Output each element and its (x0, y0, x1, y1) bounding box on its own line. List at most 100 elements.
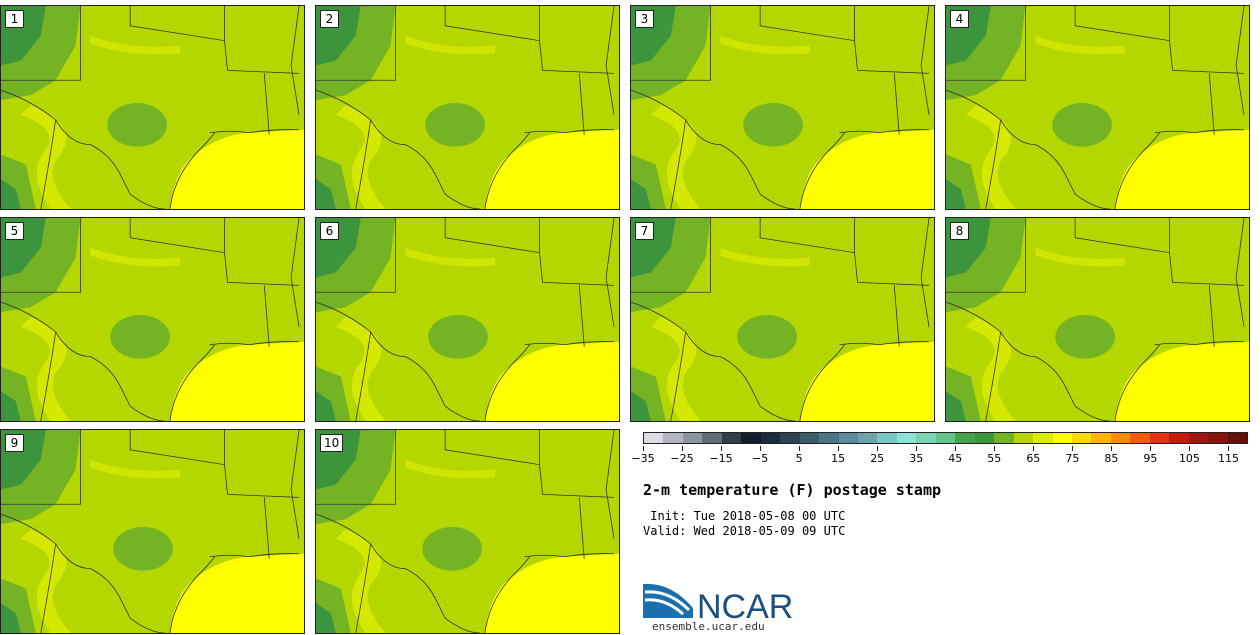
colorbar-segment (721, 433, 742, 443)
colorbar-segment (799, 433, 820, 443)
temperature-colorbar (643, 432, 1248, 444)
colorbar-segment (1208, 433, 1228, 443)
stamp-panel-3: 3 (630, 5, 935, 210)
colorbar-segment (896, 433, 917, 443)
colorbar-segment (838, 433, 858, 443)
colorbar-tick (721, 446, 723, 451)
panel-number: 6 (320, 222, 339, 240)
stamp-panel-7: 7 (630, 217, 935, 422)
colorbar-tick (955, 446, 957, 451)
colorbar-tick-label: −35 (631, 452, 655, 465)
colorbar-tick-label: 95 (1143, 452, 1158, 465)
panel-number: 8 (950, 222, 969, 240)
colorbar-tick (877, 446, 879, 451)
colorbar-tick (838, 446, 840, 451)
colorbar-segment (1091, 433, 1111, 443)
colorbar-segment (644, 433, 664, 443)
temperature-map (1, 430, 304, 633)
panel-number: 4 (950, 10, 969, 28)
colorbar-tick (1072, 446, 1074, 451)
website-text: ensemble.ucar.edu (652, 620, 765, 633)
colorbar-tick-label: 45 (948, 452, 963, 465)
init-time: Init: Tue 2018-05-08 00 UTC (643, 509, 846, 523)
colorbar-tick-label: 5 (795, 452, 803, 465)
colorbar-segment (1052, 433, 1072, 443)
temperature-map (1, 6, 304, 209)
colorbar-tick-label: −15 (709, 452, 733, 465)
panel-number: 5 (5, 222, 24, 240)
colorbar-tick-label: −5 (751, 452, 769, 465)
colorbar-tick-label: 85 (1104, 452, 1119, 465)
stamp-panel-9: 9 (0, 429, 305, 634)
temperature-map (946, 218, 1249, 421)
panel-number: 1 (5, 10, 24, 28)
panel-number: 7 (635, 222, 654, 240)
colorbar-segment (955, 433, 975, 443)
stamp-panel-6: 6 (315, 217, 620, 422)
logo-text: NCAR (697, 588, 793, 622)
colorbar-tick (1189, 446, 1191, 451)
colorbar-tick (799, 446, 801, 451)
colorbar-segment (702, 433, 722, 443)
stamp-panel-1: 1 (0, 5, 305, 210)
colorbar-tick-label: 115 (1217, 452, 1239, 465)
temperature-map (631, 6, 934, 209)
colorbar-tick-label: 25 (870, 452, 885, 465)
colorbar-tick (682, 446, 684, 451)
temperature-map (316, 6, 619, 209)
temperature-map (631, 218, 934, 421)
temperature-map (946, 6, 1249, 209)
colorbar-tick (1228, 446, 1230, 451)
colorbar-segment (916, 433, 936, 443)
colorbar-tick-label: 75 (1065, 452, 1080, 465)
temperature-map (316, 430, 619, 633)
ncar-logo: NCAR (643, 583, 793, 622)
panel-number: 3 (635, 10, 654, 28)
colorbar-tick (994, 446, 996, 451)
panel-number: 10 (320, 434, 344, 452)
colorbar-segment (1149, 433, 1170, 443)
colorbar-segment (877, 433, 897, 443)
colorbar-tick (916, 446, 918, 451)
stamp-panel-2: 2 (315, 5, 620, 210)
colorbar-tick (643, 446, 644, 451)
colorbar-segment (935, 433, 956, 443)
colorbar-segment (741, 433, 761, 443)
colorbar-segment (1130, 433, 1150, 443)
colorbar-segment (1071, 433, 1092, 443)
colorbar-segment (1033, 433, 1053, 443)
valid-time: Valid: Wed 2018-05-09 09 UTC (643, 524, 846, 538)
colorbar-segment (1188, 433, 1209, 443)
colorbar-segment (1169, 433, 1189, 443)
colorbar-segment (1227, 433, 1248, 443)
stamp-panel-8: 8 (945, 217, 1250, 422)
colorbar-tick-label: 65 (1026, 452, 1041, 465)
stamp-panel-5: 5 (0, 217, 305, 422)
colorbar-segment (682, 433, 703, 443)
colorbar-tick (1150, 446, 1152, 451)
panel-number: 9 (5, 434, 24, 452)
chart-title: 2-m temperature (F) postage stamp (643, 481, 942, 499)
colorbar-segment (974, 433, 995, 443)
colorbar-segment (819, 433, 839, 443)
panel-number: 2 (320, 10, 339, 28)
colorbar-tick (1111, 446, 1113, 451)
colorbar-tick-label: 105 (1178, 452, 1200, 465)
colorbar-tick (1033, 446, 1035, 451)
colorbar-tick (760, 446, 762, 451)
colorbar-tick-label: −25 (670, 452, 694, 465)
colorbar-segment (1110, 433, 1131, 443)
temperature-map (316, 218, 619, 421)
colorbar-tick-label: 15 (831, 452, 846, 465)
colorbar-segment (857, 433, 878, 443)
stamp-panel-4: 4 (945, 5, 1250, 210)
colorbar-segment (780, 433, 800, 443)
temperature-map (1, 218, 304, 421)
colorbar-segment (663, 433, 683, 443)
colorbar-segment (1013, 433, 1034, 443)
colorbar-tick-label: 35 (909, 452, 924, 465)
colorbar-segment (994, 433, 1014, 443)
colorbar-segment (760, 433, 781, 443)
colorbar-tick-label: 55 (987, 452, 1002, 465)
colorbar-ticks: −35 −25 −15 −5 5 15 25 35 45 55 65 75 85 95 105 115 (631, 446, 1248, 476)
